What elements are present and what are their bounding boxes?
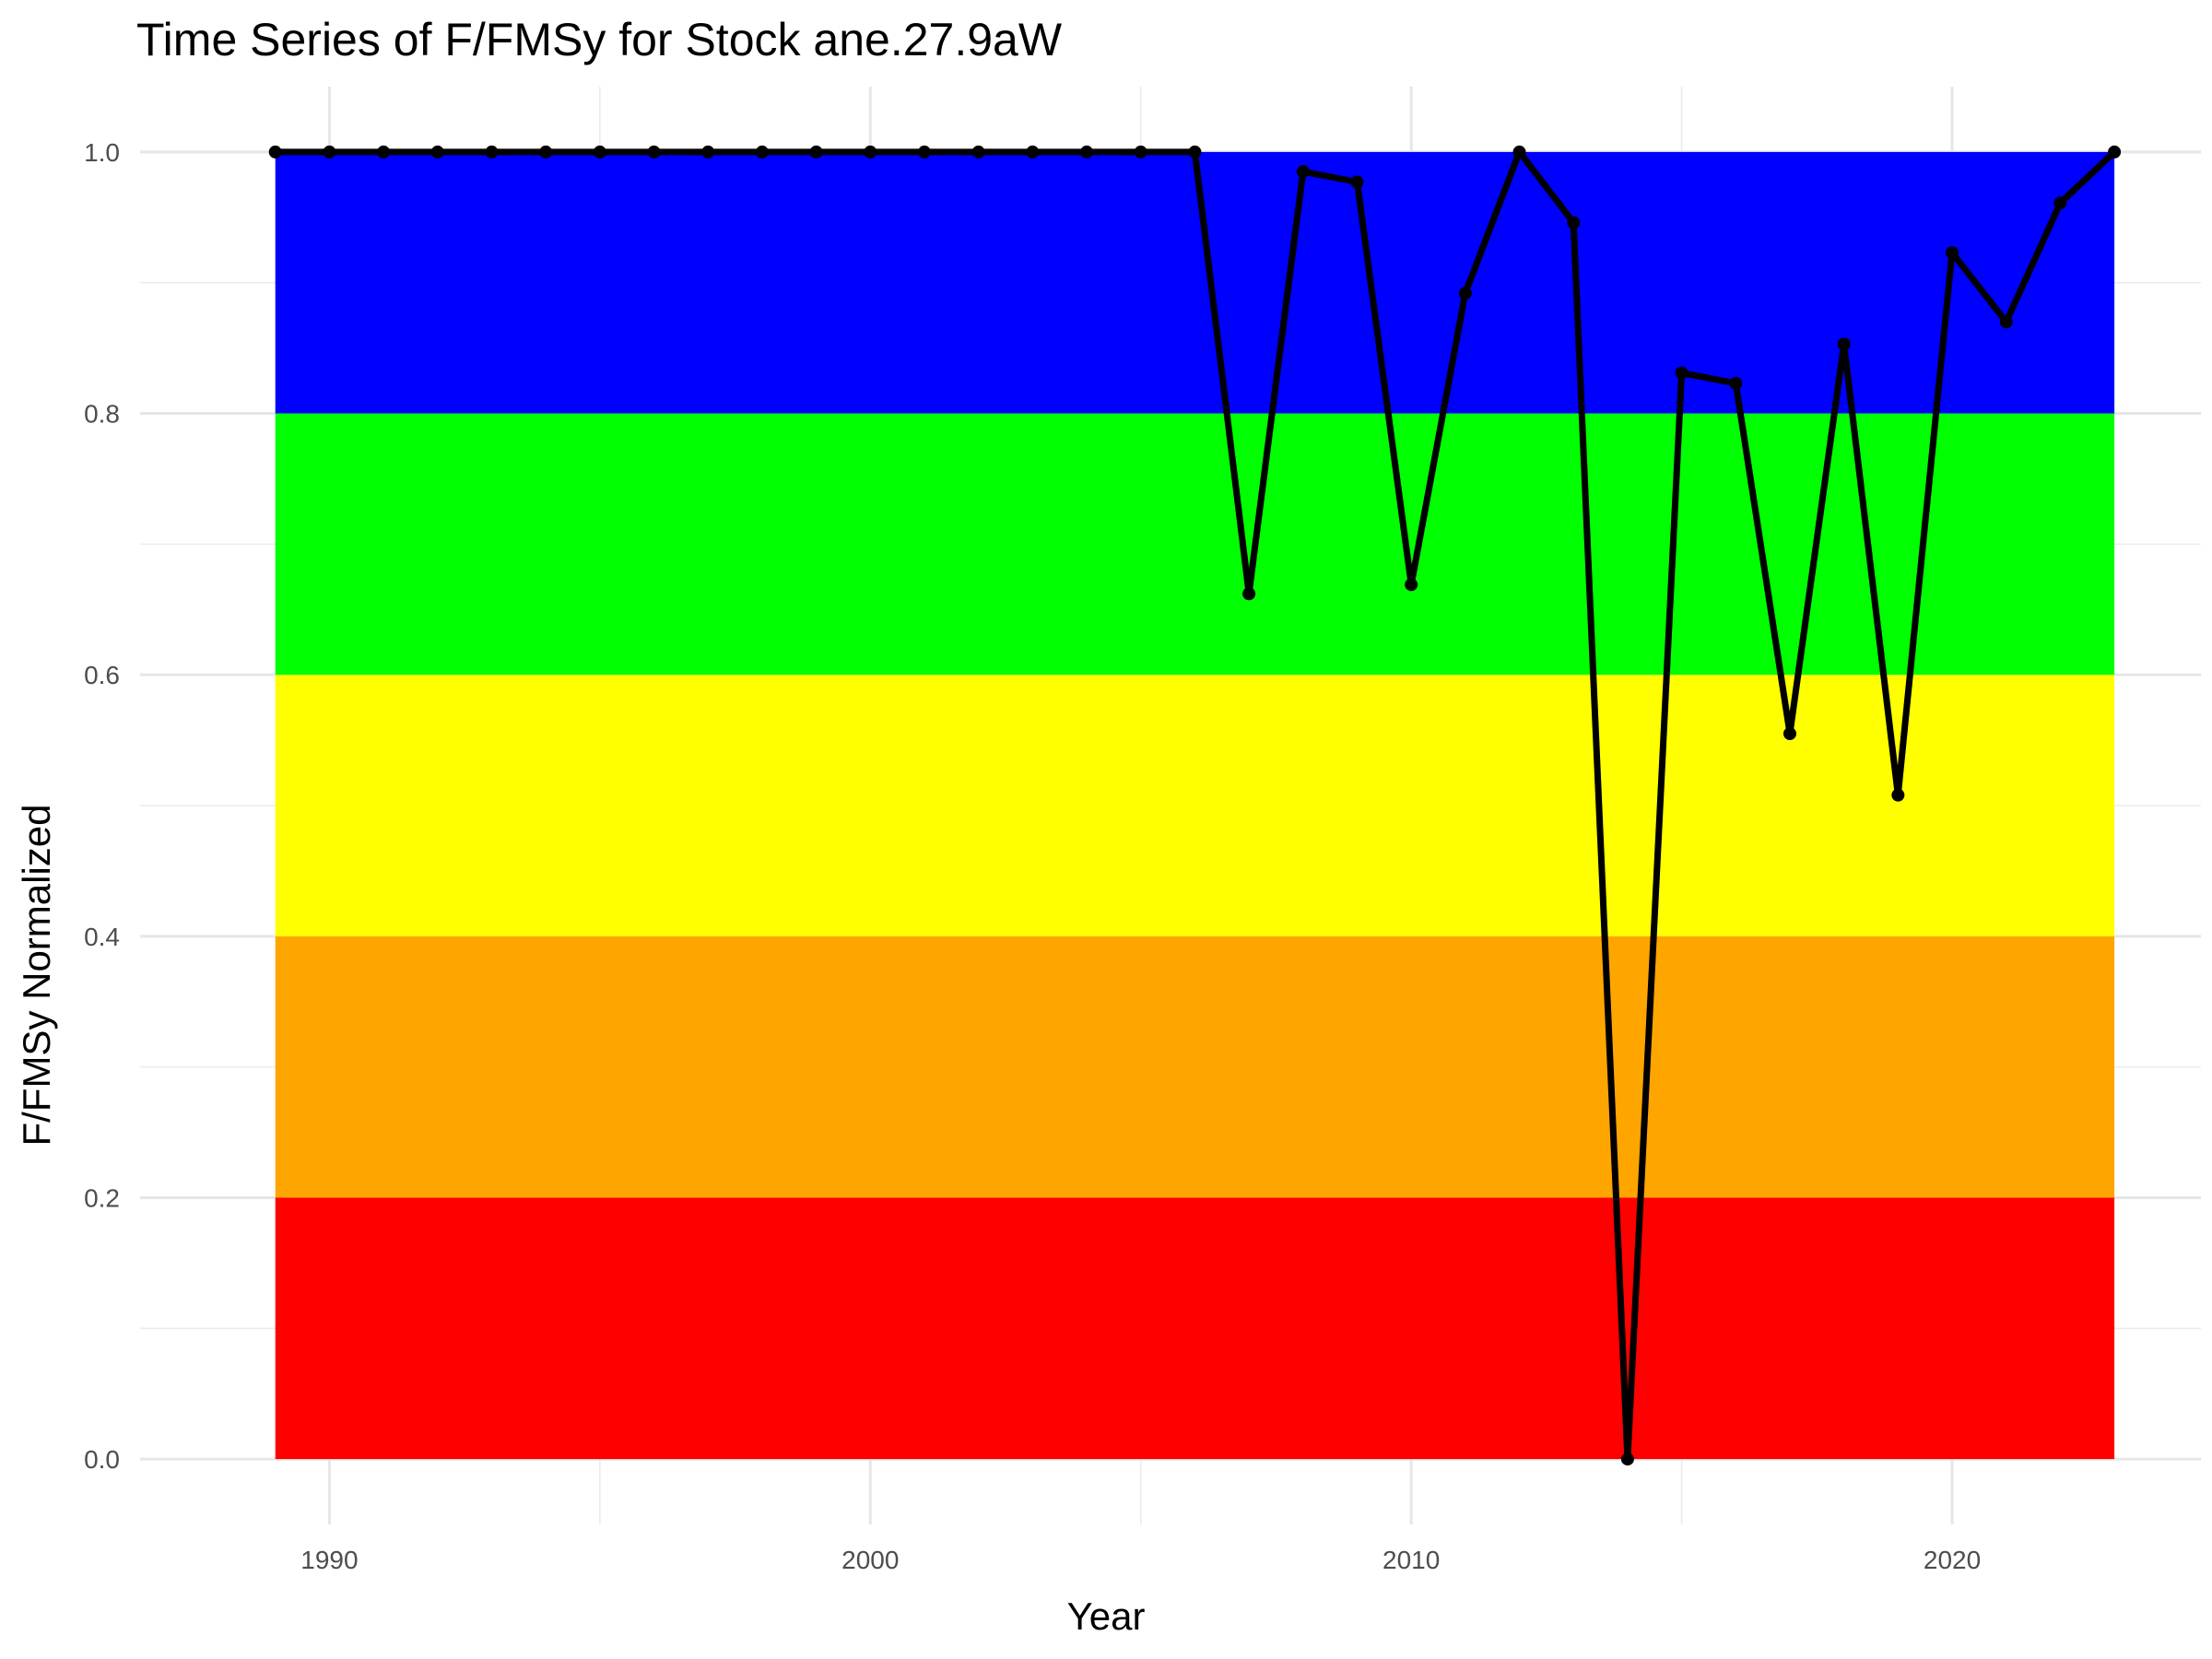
data-point [1620, 1453, 1634, 1466]
data-point [1296, 165, 1310, 179]
color-band [275, 935, 2115, 1198]
data-point [1026, 145, 1040, 159]
data-point [1946, 246, 1959, 260]
data-point [755, 145, 769, 159]
data-point [1837, 337, 1851, 351]
data-point [593, 145, 606, 159]
data-point [323, 145, 336, 159]
data-point [2053, 196, 2067, 210]
color-band [275, 1197, 2115, 1460]
axis-tick-labels: 1990 2000 2010 2020 0.0 0.2 0.4 0.6 0.8 1.0 [84, 138, 1981, 1574]
data-point [539, 145, 553, 159]
data-point [1350, 175, 1364, 189]
data-point [647, 145, 661, 159]
y-tick-label: 0.8 [84, 400, 120, 429]
color-band [275, 151, 2115, 414]
data-point [377, 145, 391, 159]
data-point [2108, 145, 2122, 159]
color-band [275, 675, 2115, 936]
color-band [275, 413, 2115, 676]
point-layer [268, 145, 2122, 1466]
x-tick-label: 2010 [1382, 1546, 1440, 1574]
data-point [1242, 587, 1256, 601]
data-point [1729, 376, 1743, 390]
data-point [1567, 216, 1581, 229]
data-point [1999, 315, 2013, 329]
data-point [917, 145, 931, 159]
data-point [1512, 145, 1526, 159]
data-point [268, 145, 282, 159]
x-axis-label: Year [1066, 1594, 1146, 1638]
x-tick-label: 1990 [300, 1546, 358, 1574]
chart-title: Time Series of F/FMSy for Stock ane.27.9… [136, 14, 1063, 65]
y-tick-label: 0.0 [84, 1445, 120, 1474]
color-bands [275, 151, 2115, 1460]
data-point [809, 145, 823, 159]
data-point [971, 145, 985, 159]
data-point [1080, 145, 1094, 159]
data-point [1405, 578, 1418, 592]
data-point [1188, 145, 1202, 159]
x-tick-label: 2000 [841, 1546, 899, 1574]
data-point [1134, 145, 1147, 159]
y-tick-label: 0.4 [84, 923, 120, 951]
y-tick-label: 0.2 [84, 1183, 120, 1212]
data-point [1783, 727, 1796, 740]
data-point [1675, 366, 1688, 380]
data-point [864, 145, 877, 159]
data-point [485, 145, 499, 159]
data-point [1458, 287, 1472, 300]
data-point [1891, 788, 1905, 802]
y-tick-label: 0.6 [84, 661, 120, 689]
data-point [701, 145, 715, 159]
y-tick-label: 1.0 [84, 138, 120, 167]
data-point [430, 145, 444, 159]
x-tick-label: 2020 [1924, 1546, 1981, 1574]
